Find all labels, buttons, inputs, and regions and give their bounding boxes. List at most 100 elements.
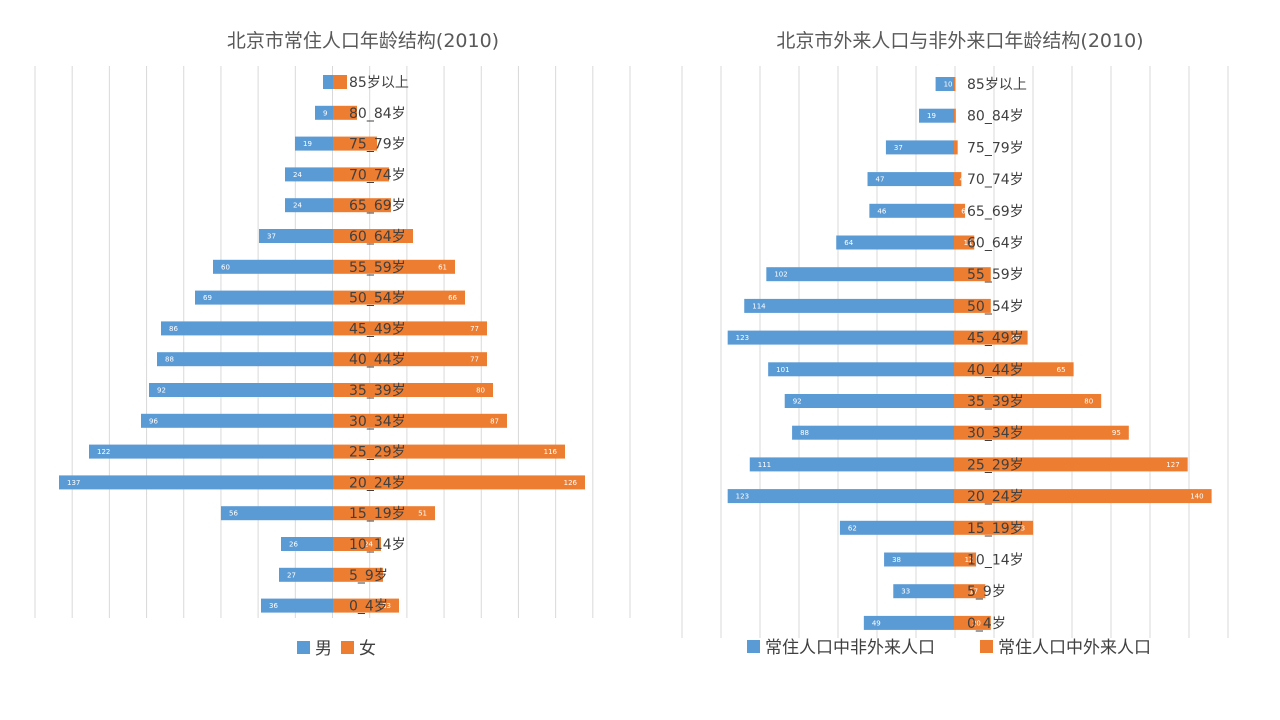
bar-female — [333, 475, 585, 490]
data-label: 80 — [476, 387, 485, 395]
bar-male — [157, 352, 333, 367]
category-label: 5_9岁 — [349, 568, 388, 584]
data-label: 116 — [544, 448, 558, 456]
data-label: 96 — [149, 417, 158, 425]
bar-female — [333, 321, 487, 336]
data-label: 43 — [1016, 524, 1025, 532]
category-label: 80_84岁 — [967, 109, 1024, 125]
data-label: 111 — [758, 461, 771, 469]
bar-female — [333, 598, 399, 613]
bar-migrant — [954, 172, 962, 187]
category-label: 85岁以上 — [349, 75, 409, 91]
data-label: 77 — [470, 325, 479, 333]
bar-female — [333, 413, 507, 428]
bar-non-migrant — [885, 140, 954, 155]
bar-male — [279, 567, 333, 582]
data-label: 20 — [972, 619, 981, 627]
bar-non-migrant — [766, 267, 954, 282]
category-label: 0_4岁 — [349, 599, 388, 615]
category-label: 75_79岁 — [967, 140, 1024, 156]
data-label: 69 — [203, 294, 212, 302]
data-label: 2 — [958, 144, 962, 152]
category-label: 10_14岁 — [967, 553, 1024, 569]
legend-swatch — [747, 640, 760, 653]
category-label: 30_34岁 — [967, 426, 1024, 442]
right-population-pyramid: 北京市外来人口与非外来口年龄结构(2010) 10 0 85岁以上 19 1 80_84岁 3… — [681, 30, 1229, 658]
data-label: 47 — [876, 176, 885, 184]
bar-migrant — [954, 203, 966, 218]
bar-migrant — [954, 489, 1212, 504]
data-label: 137 — [67, 479, 80, 487]
bar-female — [333, 229, 413, 243]
bar-migrant — [954, 394, 1102, 408]
bar-non-migrant — [727, 489, 954, 504]
data-label: 6 — [961, 207, 966, 215]
left-population-pyramid: 北京市常住人口年龄结构(2010) 85岁以上 9 80_84岁 19 75_79岁 24 7… — [34, 30, 631, 659]
bar-female — [333, 567, 383, 582]
category-label: 10_14岁 — [349, 537, 406, 553]
bar-migrant — [954, 140, 958, 155]
bar-male — [161, 321, 333, 336]
bar-migrant — [954, 108, 956, 123]
data-label: 12 — [965, 556, 974, 564]
bar-migrant — [954, 298, 991, 313]
bar-male — [285, 167, 333, 182]
category-label: 20_24岁 — [349, 475, 406, 491]
bar-migrant — [954, 520, 1034, 535]
data-label: 1 — [957, 112, 961, 120]
category-label: 75_79岁 — [349, 137, 406, 153]
data-label: 126 — [564, 479, 578, 487]
data-label: 0 — [957, 81, 961, 89]
bar-male — [261, 598, 333, 613]
category-label: 35_39岁 — [967, 394, 1024, 410]
data-label: 56 — [229, 510, 238, 518]
data-label: 46 — [877, 207, 886, 215]
legend-swatch — [297, 641, 310, 654]
bar-female — [333, 259, 455, 274]
data-label: 65 — [1057, 366, 1066, 374]
bar-male — [89, 444, 333, 459]
category-label: 15_19岁 — [349, 506, 406, 522]
bar-male — [259, 229, 333, 243]
bar-male — [295, 136, 333, 151]
gridlines — [34, 66, 631, 618]
data-label: 88 — [165, 356, 174, 364]
data-label: 10 — [944, 81, 953, 89]
bar-male — [213, 259, 333, 274]
category-label: 40_44岁 — [967, 362, 1024, 378]
bar-female — [333, 75, 347, 89]
data-label: 114 — [752, 302, 766, 310]
data-label: 87 — [490, 417, 499, 425]
bar-female — [333, 198, 391, 213]
gridlines — [681, 66, 1229, 638]
data-label: 92 — [157, 387, 166, 395]
data-label: 127 — [1166, 461, 1179, 469]
legend-label: 女 — [359, 639, 376, 659]
chart-title: 北京市常住人口年龄结构(2010) — [227, 30, 499, 52]
data-label: 24 — [293, 171, 302, 179]
bar-migrant — [954, 267, 991, 282]
data-label: 95 — [1112, 429, 1121, 437]
bar-non-migrant — [919, 108, 954, 123]
bar-non-migrant — [869, 203, 954, 218]
bar-migrant — [954, 235, 975, 250]
category-label: 30_34岁 — [349, 414, 406, 430]
legend-swatch — [341, 641, 354, 654]
data-label: 92 — [793, 398, 802, 406]
data-label: 27 — [287, 571, 296, 579]
category-label: 55_59岁 — [967, 267, 1024, 283]
data-label: 80 — [1084, 398, 1093, 406]
data-label: 36 — [269, 602, 278, 610]
bar-male — [285, 198, 333, 213]
bar-migrant — [954, 425, 1129, 440]
bar-non-migrant — [884, 552, 954, 567]
bar-male — [221, 506, 333, 521]
category-label: 70_74岁 — [967, 172, 1024, 188]
bar-non-migrant — [792, 425, 954, 440]
data-label: 37 — [267, 233, 276, 241]
category-label: 60_64岁 — [349, 229, 406, 245]
data-label: 49 — [872, 619, 881, 627]
category-label: 25_29岁 — [967, 457, 1024, 473]
data-label: 26 — [289, 541, 298, 549]
